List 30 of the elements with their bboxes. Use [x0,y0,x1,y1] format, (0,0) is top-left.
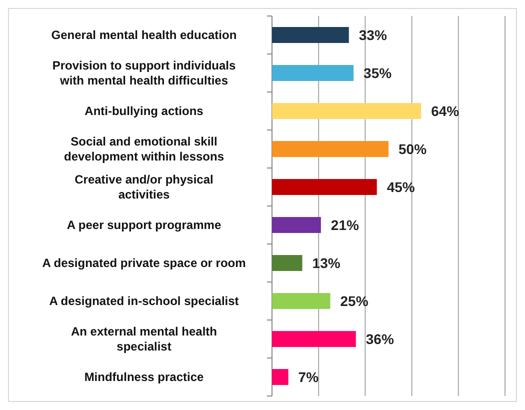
bar [272,255,302,271]
bar [272,179,377,195]
data-label: 25% [340,293,369,309]
bar [272,103,422,119]
data-label: 45% [386,179,416,195]
data-label: 13% [312,255,341,271]
data-label: 50% [398,141,428,157]
y-tick-label: Creative and/or physical activities [74,172,214,202]
bar [272,293,330,309]
data-label: 7% [298,369,320,385]
data-label: 35% [364,65,392,81]
bar [272,141,388,157]
y-tick-label: A designated in-school specialist [49,294,239,308]
bar [272,369,288,385]
y-tick-label: Provision to support individuals with mental health difficulties [52,58,236,88]
data-label: 36% [366,331,394,347]
y-tick-label: A designated private space or room [42,256,246,270]
bar [272,217,321,233]
data-label: 64% [431,103,460,119]
y-tick-label: An external mental health specialist [70,324,218,354]
y-tick-label: Social and emotional skill development within lessons [64,134,224,164]
data-label: 21% [330,217,360,233]
bar [272,27,349,43]
bar [272,331,356,347]
y-tick-label: General mental health education [51,28,237,42]
y-tick-label: A peer support programme [66,218,222,232]
bar [272,65,354,81]
data-label: 33% [358,27,388,43]
y-tick-label: Mindfulness practice [84,370,204,384]
y-tick-label: Anti-bullying actions [84,104,204,118]
